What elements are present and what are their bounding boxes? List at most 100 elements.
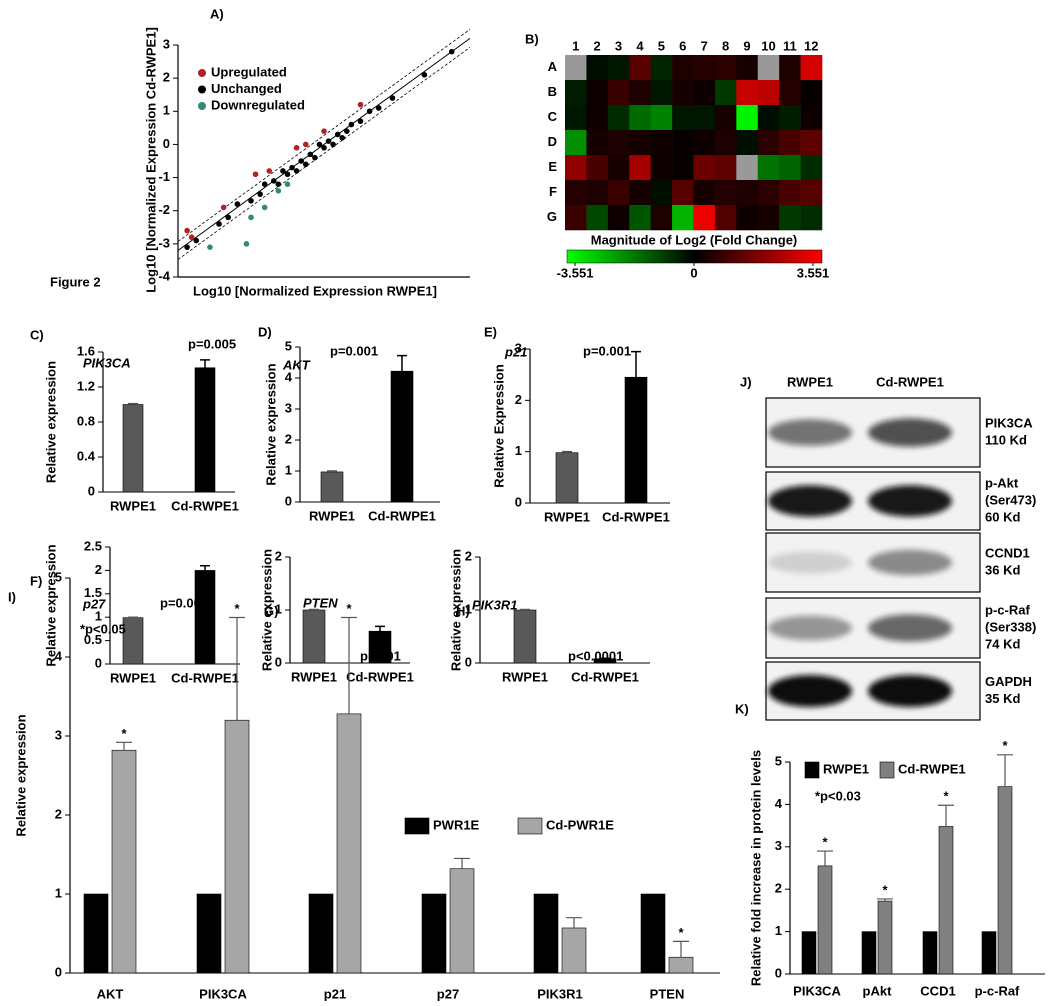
point — [243, 241, 250, 247]
point — [252, 171, 259, 178]
heat-cell — [565, 55, 587, 81]
heat-cell — [672, 80, 694, 106]
panel-label: G) — [264, 603, 278, 618]
colorbar-tick-label: 0 — [690, 265, 697, 280]
colorbar-title: Magnitude of Log2 (Fold Change) — [591, 232, 798, 247]
heat-cell — [757, 130, 780, 156]
legend-swatch — [517, 817, 543, 835]
point — [275, 188, 282, 194]
point — [234, 201, 241, 207]
row-label: B — [548, 84, 557, 99]
bar — [421, 893, 447, 974]
lane-label: Cd-RWPE1 — [876, 374, 944, 389]
y-tick-label: 0 — [285, 493, 292, 508]
band-label: 35 Kd — [985, 691, 1020, 706]
heat-cell — [672, 55, 694, 81]
x-tick-label: p-c-Raf — [975, 983, 1020, 998]
y-tick-label: 1 — [275, 601, 282, 616]
heat-cell — [565, 155, 587, 181]
y-tick-label: 5 — [285, 338, 292, 353]
error-bar — [566, 917, 582, 928]
y-axis-label: Relative expression — [448, 549, 463, 671]
row-label: F — [549, 184, 557, 199]
bar — [111, 749, 137, 974]
error-bar — [877, 898, 893, 902]
heat-cell — [629, 105, 651, 131]
y-axis-label: Relative Expression — [491, 364, 506, 488]
heat-cell — [586, 105, 609, 131]
heat-cell — [607, 55, 630, 81]
y-tick-label: 1.2 — [77, 378, 95, 393]
row-label: A — [548, 59, 558, 74]
y-tick-label: 1 — [285, 462, 292, 477]
bar — [122, 404, 144, 493]
heat-cell — [586, 55, 609, 81]
y-tick-label: 3 — [285, 400, 292, 415]
column-label: 5 — [658, 38, 665, 53]
heat-cell — [607, 80, 630, 106]
heat-cell — [800, 105, 823, 131]
y-tick-label: 2.5 — [84, 538, 102, 553]
significance-marker: * — [822, 834, 828, 849]
heat-cell — [565, 105, 587, 131]
bar — [390, 370, 414, 503]
heat-cell — [650, 55, 673, 81]
x-tick-label: RWPE1 — [291, 669, 337, 684]
gene-label: AKT — [282, 357, 311, 372]
p-value: p=0.001 — [583, 343, 631, 358]
heat-cell — [565, 80, 587, 106]
heat-cell — [650, 80, 673, 106]
x-tick-label: CCD1 — [920, 983, 955, 998]
panel-label: C) — [30, 327, 44, 342]
y-tick-label: 0 — [95, 655, 102, 670]
x-tick-label: RWPE1 — [309, 508, 355, 523]
bar — [513, 609, 537, 664]
column-label: 7 — [701, 38, 708, 53]
blot-band — [868, 418, 952, 447]
bar — [981, 931, 997, 975]
column-label: 9 — [743, 38, 750, 53]
row-label: C — [548, 109, 558, 124]
y-tick-label: 2 — [465, 548, 472, 563]
lane-label: RWPE1 — [787, 374, 833, 389]
point — [275, 181, 282, 187]
heat-cell — [757, 55, 780, 81]
x-tick-label: Cd-RWPE1 — [571, 669, 639, 684]
point — [280, 168, 286, 174]
bar — [122, 617, 144, 665]
heat-cell — [800, 205, 823, 231]
band-label: (Ser473) — [985, 492, 1036, 507]
bar — [861, 931, 877, 975]
fold-line — [177, 29, 471, 242]
bar — [801, 931, 817, 975]
x-tick-label: PTEN — [650, 986, 685, 1001]
heat-cell — [586, 155, 609, 181]
y-tick-label: 0 — [775, 965, 782, 980]
panel-label: I) — [8, 589, 16, 604]
heat-cell — [650, 155, 673, 181]
significance-marker: * — [346, 601, 352, 616]
panel-label: J) — [740, 374, 752, 389]
bar — [194, 367, 216, 493]
y-tick-label: 1 — [55, 885, 62, 900]
y-tick-label: 2 — [515, 392, 522, 407]
x-tick-label: RWPE1 — [110, 498, 156, 513]
point — [248, 197, 254, 204]
colorbar-tick-label: 3.551 — [797, 265, 830, 280]
point — [220, 204, 227, 211]
point — [302, 161, 309, 168]
x-tick-label: PIK3CA — [793, 983, 841, 998]
point — [307, 151, 314, 158]
y-tick-label: 1.5 — [84, 585, 102, 600]
blot-band — [868, 675, 952, 707]
heat-cell — [800, 80, 823, 106]
bar — [668, 956, 694, 974]
heat-cell — [736, 55, 759, 81]
bar — [224, 719, 250, 974]
column-label: 10 — [761, 38, 775, 53]
y-tick-label: -4 — [158, 268, 170, 283]
legend-label: Cd-RWPE1 — [898, 761, 966, 776]
heat-cell — [736, 80, 759, 106]
row-label: G — [547, 209, 557, 224]
bar — [938, 826, 954, 975]
